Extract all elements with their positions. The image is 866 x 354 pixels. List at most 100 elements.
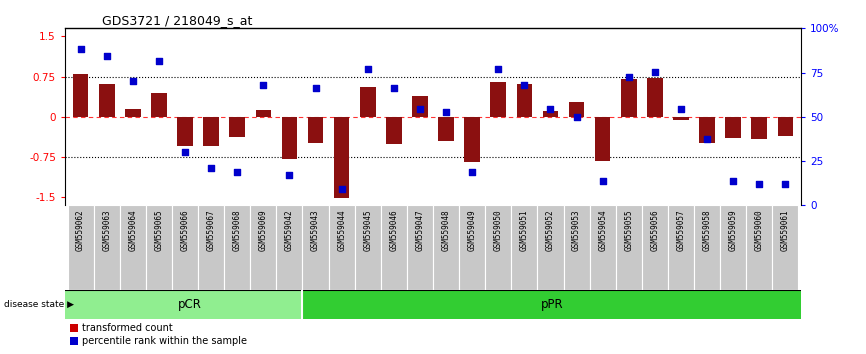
Bar: [204, 117, 219, 146]
Bar: [302, 205, 328, 290]
Point: [100, 53, 113, 58]
Text: GDS3721 / 218049_s_at: GDS3721 / 218049_s_at: [102, 14, 252, 27]
Text: GSM559057: GSM559057: [676, 210, 686, 251]
Bar: [178, 117, 193, 146]
Point: [413, 106, 427, 112]
Point: [282, 172, 296, 178]
Bar: [726, 117, 741, 138]
Text: GSM559060: GSM559060: [755, 210, 764, 251]
Bar: [407, 205, 433, 290]
Bar: [172, 205, 198, 290]
Text: GSM559062: GSM559062: [76, 210, 85, 251]
Point: [387, 85, 401, 91]
Point: [491, 66, 505, 72]
Text: GSM559056: GSM559056: [650, 210, 659, 251]
Point: [648, 69, 662, 75]
Text: GSM559042: GSM559042: [285, 210, 294, 251]
Point: [779, 182, 792, 187]
Bar: [616, 205, 642, 290]
Bar: [772, 205, 798, 290]
Bar: [464, 117, 480, 162]
Bar: [360, 87, 376, 117]
Point: [230, 169, 244, 175]
Bar: [145, 205, 172, 290]
Point: [753, 182, 766, 187]
Text: GSM559053: GSM559053: [572, 210, 581, 251]
Point: [152, 58, 166, 63]
Bar: [151, 93, 167, 117]
Text: GSM559043: GSM559043: [311, 210, 320, 251]
Bar: [386, 117, 402, 144]
Bar: [543, 112, 559, 117]
Text: GSM559069: GSM559069: [259, 210, 268, 251]
Text: GSM559063: GSM559063: [102, 210, 111, 251]
Bar: [721, 205, 746, 290]
Bar: [490, 82, 506, 117]
Point: [700, 137, 714, 142]
Bar: [198, 205, 224, 290]
Point: [465, 169, 479, 175]
Bar: [746, 205, 772, 290]
Point: [178, 149, 192, 155]
Bar: [459, 205, 485, 290]
Bar: [94, 205, 120, 290]
Bar: [694, 205, 721, 290]
Bar: [255, 110, 271, 117]
Bar: [438, 117, 454, 141]
Bar: [281, 117, 297, 159]
Bar: [433, 205, 459, 290]
Bar: [381, 205, 407, 290]
Point: [335, 187, 349, 192]
Bar: [595, 117, 611, 161]
Point: [74, 46, 87, 52]
Bar: [307, 117, 323, 143]
Bar: [642, 205, 668, 290]
Bar: [564, 205, 590, 290]
Bar: [485, 205, 511, 290]
Text: GSM559067: GSM559067: [207, 210, 216, 251]
Text: GSM559052: GSM559052: [546, 210, 555, 251]
Bar: [516, 84, 533, 117]
Text: GSM559058: GSM559058: [702, 210, 712, 251]
Point: [544, 106, 558, 112]
Bar: [276, 205, 302, 290]
Bar: [621, 79, 637, 117]
Legend: transformed count, percentile rank within the sample: transformed count, percentile rank withi…: [70, 324, 248, 346]
Text: GSM559059: GSM559059: [728, 210, 738, 251]
Bar: [250, 205, 276, 290]
Bar: [538, 205, 564, 290]
Bar: [668, 205, 694, 290]
Text: GSM559051: GSM559051: [520, 210, 529, 251]
Text: GSM559050: GSM559050: [494, 210, 503, 251]
Point: [361, 66, 375, 72]
Point: [256, 82, 270, 87]
Text: GSM559064: GSM559064: [128, 210, 138, 251]
Bar: [224, 205, 250, 290]
Bar: [65, 290, 302, 319]
Bar: [99, 84, 114, 117]
Text: pCR: pCR: [178, 298, 202, 311]
Point: [727, 178, 740, 184]
Point: [570, 114, 584, 120]
Point: [126, 79, 139, 84]
Text: GSM559066: GSM559066: [180, 210, 190, 251]
Text: pPR: pPR: [540, 298, 563, 311]
Bar: [511, 205, 538, 290]
Text: GSM559045: GSM559045: [363, 210, 372, 251]
Bar: [699, 117, 715, 143]
Bar: [73, 74, 88, 117]
Bar: [328, 205, 355, 290]
Point: [204, 165, 218, 171]
Bar: [412, 96, 428, 117]
Bar: [355, 205, 381, 290]
Bar: [752, 117, 767, 139]
Point: [517, 82, 531, 87]
Bar: [673, 117, 688, 120]
Bar: [569, 102, 585, 117]
Point: [308, 85, 322, 91]
Text: GSM559048: GSM559048: [442, 210, 450, 251]
Text: GSM559061: GSM559061: [781, 210, 790, 251]
Point: [439, 109, 453, 115]
Text: GSM559049: GSM559049: [468, 210, 476, 251]
Text: GSM559055: GSM559055: [624, 210, 633, 251]
